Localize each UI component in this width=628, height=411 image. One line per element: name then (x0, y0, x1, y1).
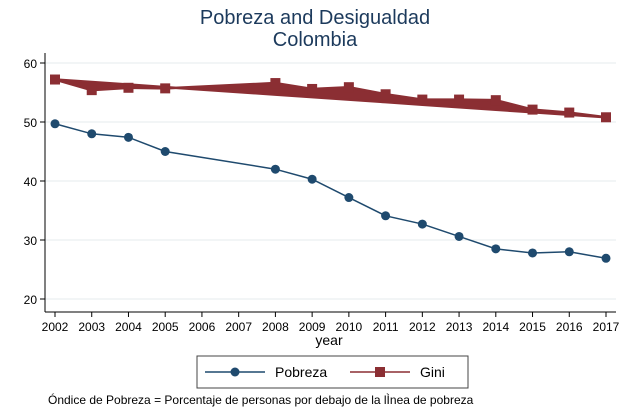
x-tick-label: 2007 (225, 320, 252, 334)
pobreza-line (54, 123, 607, 260)
pobreza-point (344, 193, 354, 203)
chart-subtitle: Colombia (273, 29, 358, 51)
series-layer (50, 74, 611, 263)
y-tick-label: 40 (24, 175, 38, 189)
pobreza-point (307, 174, 317, 184)
pobreza-point (454, 231, 464, 241)
pobreza-point (417, 219, 427, 229)
axes (44, 53, 616, 313)
x-tick-label: 2011 (373, 320, 399, 334)
pobreza-point (564, 247, 574, 257)
y-tick-label: 50 (24, 116, 38, 130)
gini-point (160, 83, 171, 94)
x-tick-label: 2009 (299, 320, 326, 334)
legend-item-gini: Gini (350, 364, 445, 380)
gini-point (343, 82, 354, 93)
gini-point (270, 78, 281, 89)
x-tick-label: 2015 (519, 320, 546, 334)
gini-point (564, 107, 575, 118)
legend-label: Gini (420, 364, 445, 380)
legend-marker-circle (230, 367, 240, 377)
pobreza-point (50, 119, 60, 129)
footnote: Óndice de Pobreza = Porcentaje de person… (48, 392, 474, 407)
y-tick-label: 20 (24, 293, 38, 307)
pobreza-point (491, 244, 501, 254)
x-tick-label: 2005 (152, 320, 179, 334)
x-axis-ticks: 2002 2003 2004 2005 2006 2007 2008 2009 2010 2011… (42, 312, 620, 334)
chart-title: Pobreza and Desigualdad (200, 7, 430, 29)
gini-point (380, 89, 391, 100)
y-axis-ticks: 20 30 40 50 60 (24, 57, 45, 307)
gini-point (307, 83, 318, 94)
legend-items: Pobreza Gini (205, 364, 445, 380)
gini-point (86, 85, 97, 96)
legend-label: Pobreza (275, 364, 327, 380)
x-axis-title: year (315, 332, 343, 348)
gini-point (50, 74, 60, 85)
pobreza-point (381, 211, 391, 221)
legend-item-pobreza: Pobreza (205, 364, 327, 380)
gini-point (454, 94, 465, 105)
x-tick-label: 2002 (42, 320, 69, 334)
gini-point (417, 94, 428, 105)
x-tick-label: 2006 (189, 320, 216, 334)
legend-marker-square (375, 367, 385, 377)
pobreza-point (528, 248, 538, 258)
pobreza-point (160, 147, 170, 156)
x-tick-label: 2013 (446, 320, 473, 334)
series-gini (50, 74, 611, 123)
x-tick-label: 2017 (593, 320, 620, 334)
x-tick-label: 2004 (115, 320, 142, 334)
gini-band (53, 78, 608, 119)
pobreza-point (270, 164, 280, 174)
x-tick-label: 2014 (482, 320, 509, 334)
legend: Pobreza Gini (196, 355, 469, 389)
y-tick-label: 60 (24, 57, 38, 71)
gini-point (601, 112, 611, 123)
gini-point (123, 82, 134, 93)
y-tick-label: 30 (24, 234, 38, 248)
x-tick-label: 2012 (409, 320, 436, 334)
gridlines (45, 62, 616, 300)
x-tick-label: 2003 (78, 320, 105, 334)
pobreza-point (123, 132, 133, 142)
series-pobreza (50, 119, 611, 263)
pobreza-point (87, 129, 97, 139)
x-tick-label: 2010 (336, 320, 363, 334)
gini-point (490, 95, 501, 106)
x-tick-label: 2016 (556, 320, 583, 334)
x-tick-label: 2008 (262, 320, 289, 334)
gini-point (527, 104, 538, 115)
pobreza-point (601, 253, 611, 263)
